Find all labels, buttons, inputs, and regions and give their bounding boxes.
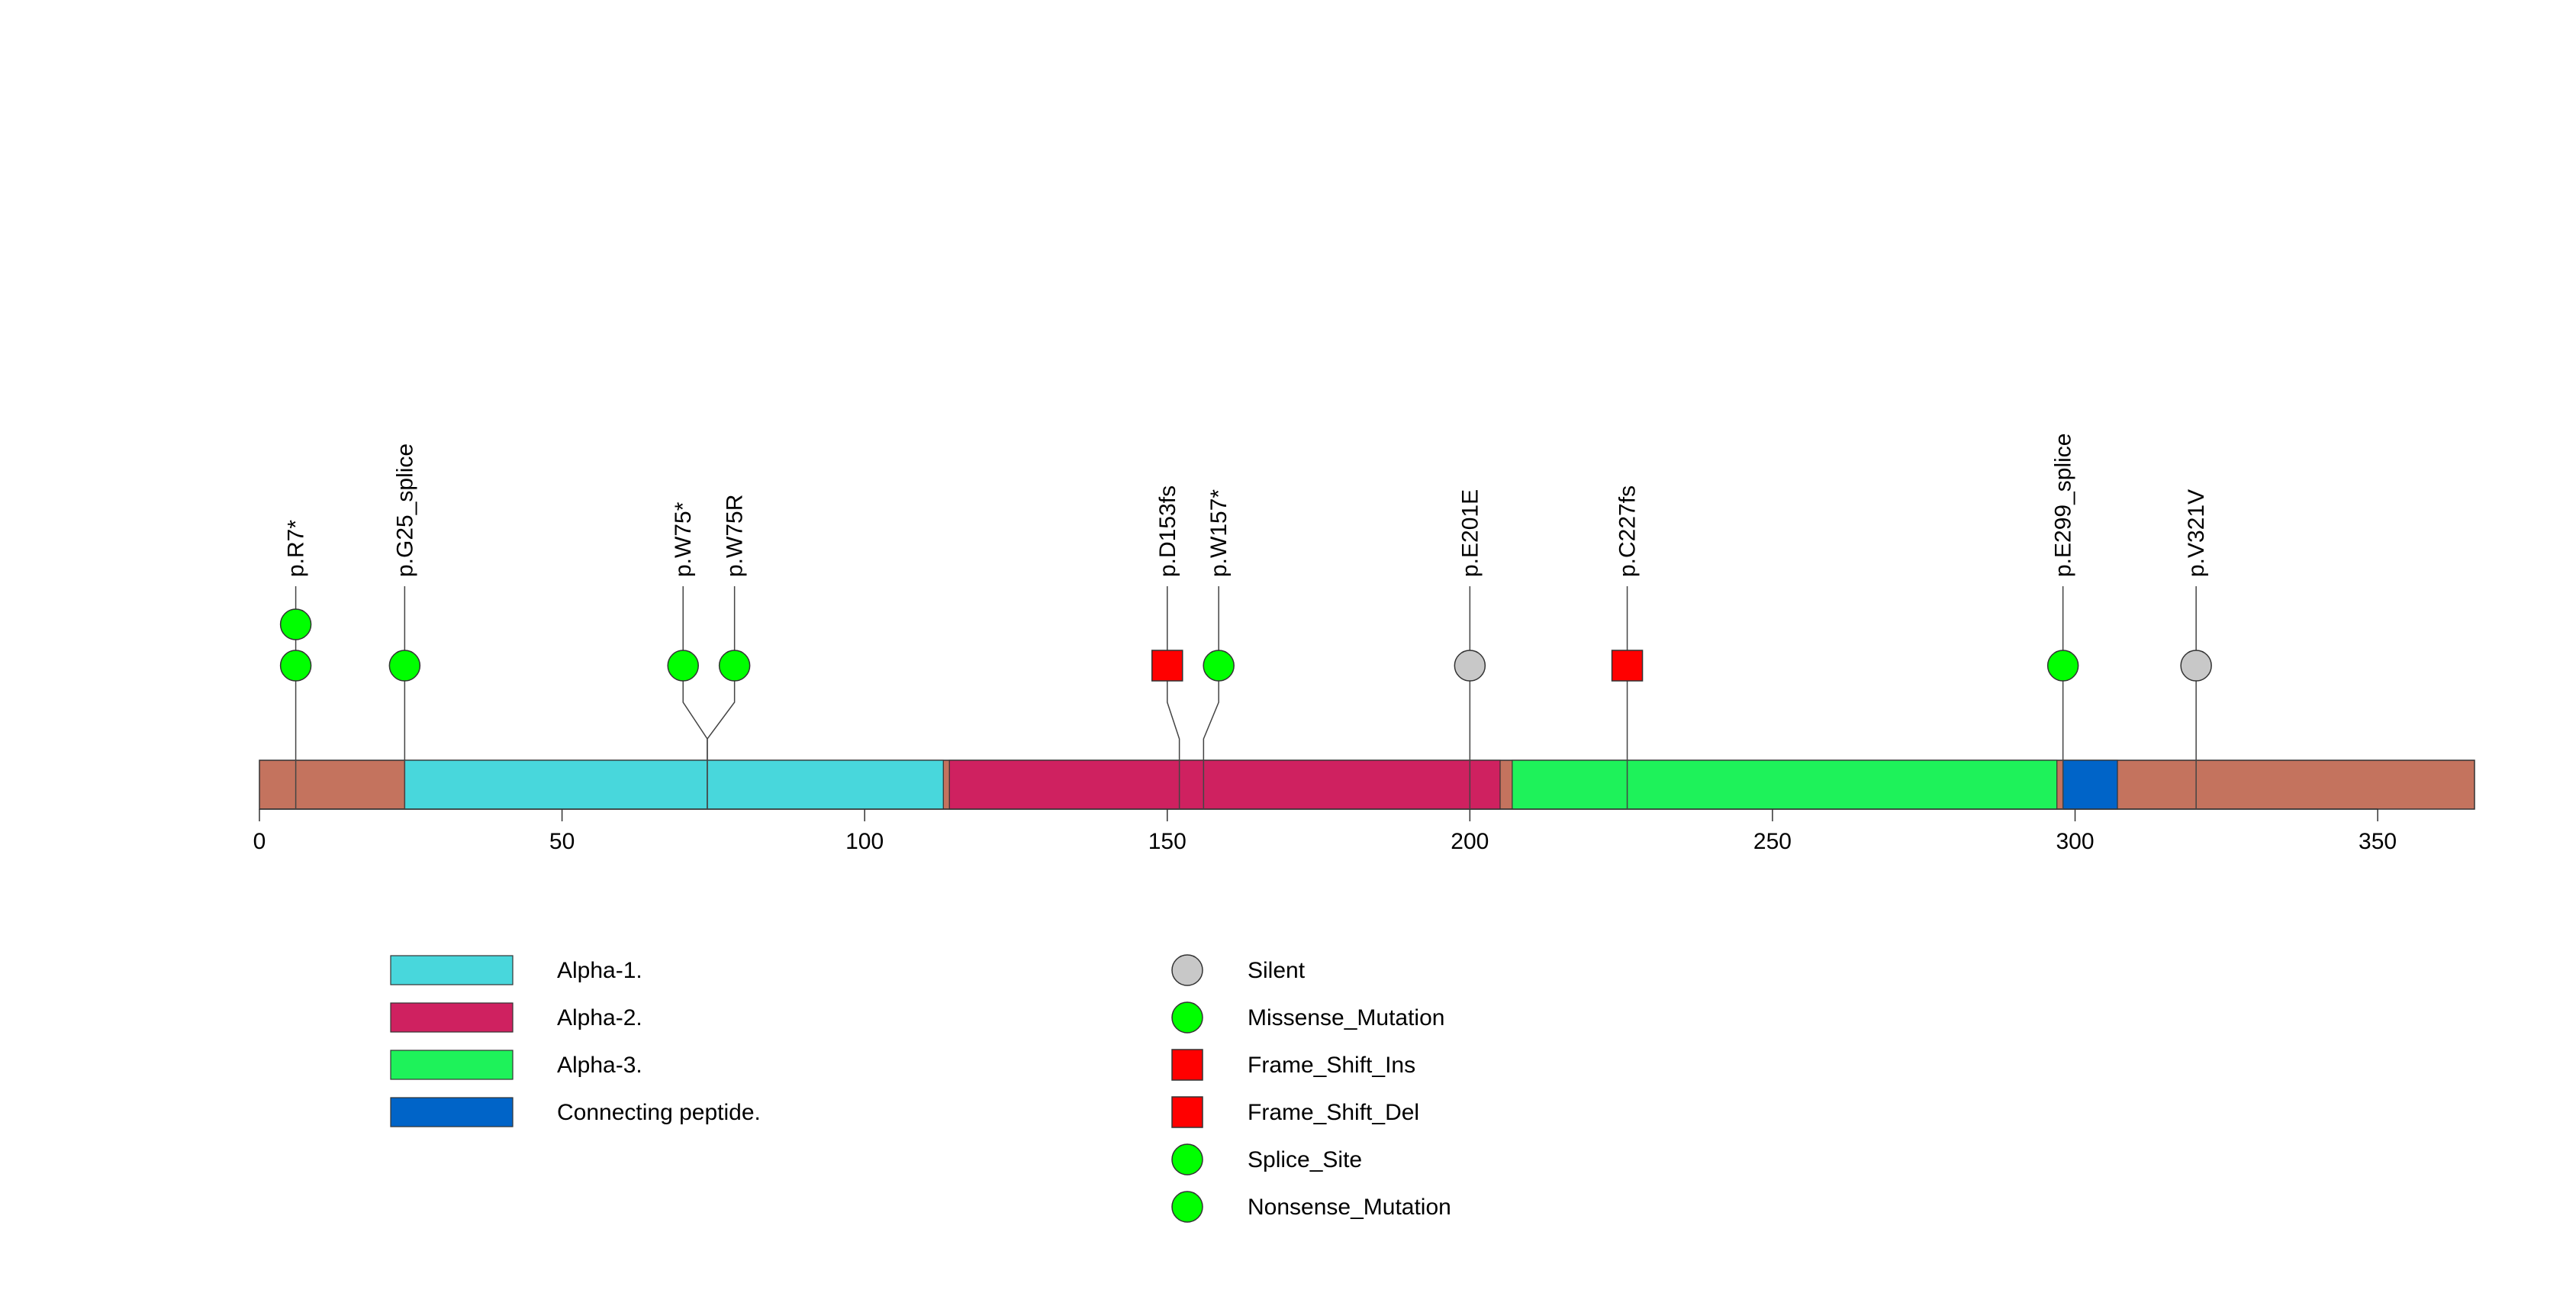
x-tick-label-100: 100 bbox=[845, 829, 884, 854]
marker-p-w157 bbox=[1203, 650, 1235, 682]
legend-marker-frame-shift-ins bbox=[1171, 1049, 1203, 1081]
mutation-stems bbox=[295, 586, 2197, 809]
legend-label-alpha-1: Alpha-1. bbox=[557, 958, 642, 983]
x-tick-label-350: 350 bbox=[2359, 829, 2397, 854]
mutation-label-p-e201e: p.E201E bbox=[1457, 489, 1483, 577]
x-tick-label-300: 300 bbox=[2056, 829, 2094, 854]
mutation-label-p-c227fs: p.C227fs bbox=[1615, 485, 1641, 577]
legend-swatch-alpha-1 bbox=[390, 955, 514, 985]
legend-label-silent: Silent bbox=[1248, 958, 1306, 983]
mutation-legend: Silent Missense_Mutation Frame_Shift_Ins Fr… bbox=[1171, 954, 1451, 1223]
domain-alpha-1 bbox=[404, 759, 944, 810]
marker-p-d153fs bbox=[1151, 650, 1183, 682]
marker-p-r7-2 bbox=[279, 608, 312, 640]
x-tick-label-150: 150 bbox=[1148, 829, 1187, 854]
marker-p-w75 bbox=[667, 650, 699, 682]
mutation-markers bbox=[279, 608, 2212, 682]
x-tick-label-50: 50 bbox=[549, 829, 575, 854]
legend-label-nonsense-mutation: Nonsense_Mutation bbox=[1248, 1195, 1451, 1220]
x-tick-label-200: 200 bbox=[1451, 829, 1489, 854]
mutation-label-p-g25-splice: p.G25_splice bbox=[392, 443, 417, 577]
marker-p-w75r bbox=[718, 650, 751, 682]
legend-swatch-alpha-2 bbox=[390, 1002, 514, 1033]
mutation-labels: p.R7* p.G25_splice p.W75* p.W75R p.D153fs p.W… bbox=[284, 434, 2210, 577]
legend-label-splice-site: Splice_Site bbox=[1248, 1147, 1362, 1172]
legend-label-connecting-peptide: Connecting peptide. bbox=[557, 1100, 761, 1125]
legend-label-alpha-2: Alpha-2. bbox=[557, 1005, 642, 1030]
legend-label-alpha-3: Alpha-3. bbox=[557, 1053, 642, 1078]
mutation-label-p-w75r: p.W75R bbox=[723, 495, 748, 577]
legend-label-frame-shift-ins: Frame_Shift_Ins bbox=[1248, 1053, 1415, 1078]
protein-track bbox=[259, 759, 2475, 810]
marker-p-e201e bbox=[1454, 650, 1486, 682]
legend-label-missense-mutation: Missense_Mutation bbox=[1248, 1005, 1444, 1030]
domain-alpha-3 bbox=[1512, 759, 2058, 810]
marker-p-c227fs bbox=[1611, 650, 1644, 682]
domain-legend: Alpha-1. Alpha-2. Alpha-3. Connecting pepti… bbox=[390, 955, 761, 1127]
legend-marker-missense-mutation bbox=[1171, 1001, 1203, 1034]
legend-label-frame-shift-del: Frame_Shift_Del bbox=[1248, 1100, 1419, 1125]
legend-marker-nonsense-mutation bbox=[1171, 1191, 1203, 1223]
mutation-label-p-e299-splice: p.E299_splice bbox=[2051, 434, 2076, 577]
stem-p-w157 bbox=[1203, 586, 1219, 809]
legend-marker-frame-shift-del bbox=[1171, 1096, 1203, 1128]
mutation-label-p-w157: p.W157* bbox=[1206, 489, 1232, 577]
x-tick-label-250: 250 bbox=[1753, 829, 1792, 854]
domain-alpha-2 bbox=[948, 759, 1501, 810]
mutation-label-p-v321v: p.V321V bbox=[2184, 489, 2209, 577]
x-tick-label-0: 0 bbox=[253, 829, 266, 854]
legend-marker-silent bbox=[1171, 954, 1203, 986]
stem-p-w75r bbox=[707, 586, 736, 809]
legend-swatch-connecting-peptide bbox=[390, 1097, 514, 1127]
stem-p-d153fs bbox=[1167, 586, 1180, 809]
marker-p-r7-1 bbox=[279, 650, 312, 682]
legend-swatch-alpha-3 bbox=[390, 1050, 514, 1080]
domain-connecting-peptide bbox=[2062, 759, 2118, 810]
marker-p-g25-splice bbox=[388, 650, 421, 682]
mutation-label-p-r7: p.R7* bbox=[284, 520, 309, 577]
mutation-label-p-w75: p.W75* bbox=[671, 501, 696, 577]
legend-marker-splice-site bbox=[1171, 1143, 1203, 1176]
marker-p-e299-splice bbox=[2046, 650, 2079, 682]
x-axis: 0 50 100 150 200 250 300 350 bbox=[253, 808, 2397, 854]
mutation-label-p-d153fs: p.D153fs bbox=[1155, 485, 1180, 577]
marker-p-v321v bbox=[2180, 650, 2212, 682]
